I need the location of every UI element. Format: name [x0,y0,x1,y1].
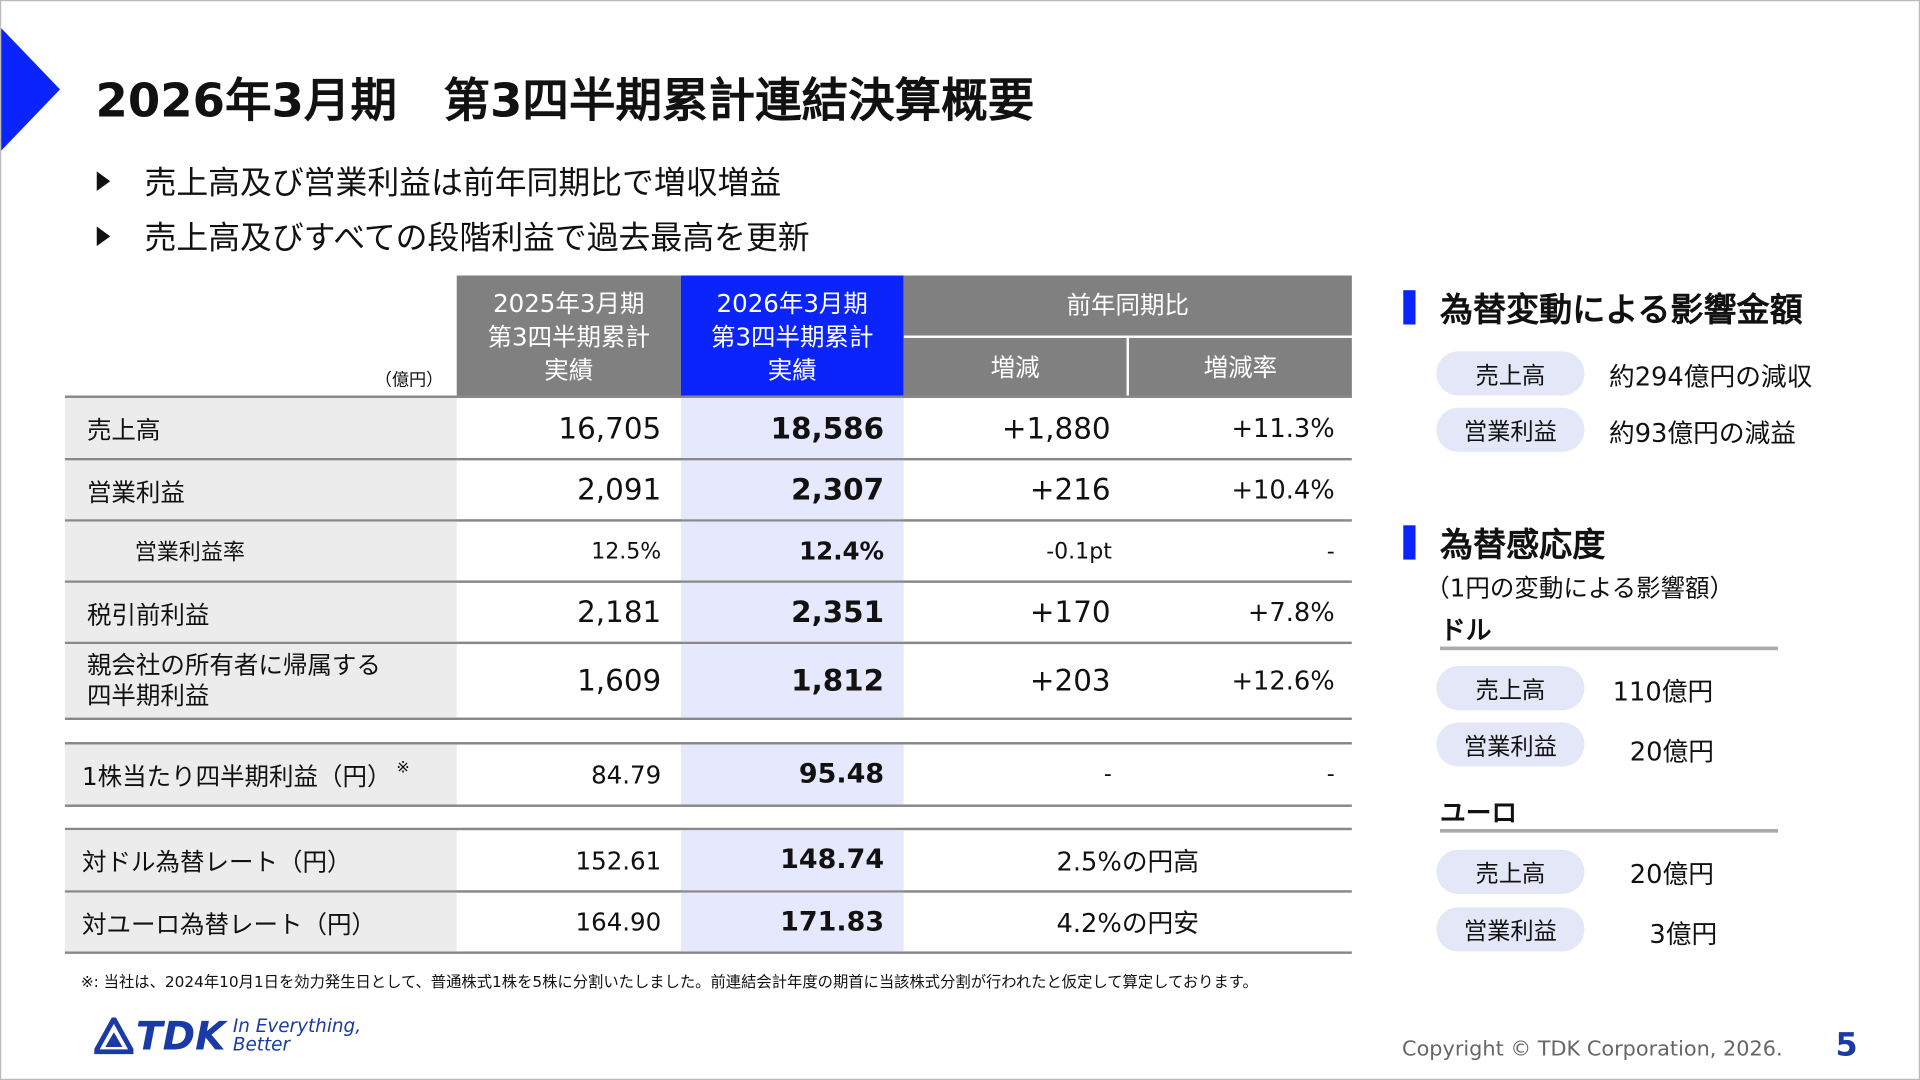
table-row: 営業利益 2,091 2,307 +216 +10.4% [64,460,1352,522]
rate-value: +11.3% [1231,413,1335,443]
prev-value: 16,705 [558,410,662,446]
table-row: 1株当たり四半期利益（円） ※ 84.79 95.48 - - [64,744,1352,807]
rate-value: +12.6% [1231,666,1335,696]
title-arrow-icon [1,28,61,151]
prev-value: 1,609 [577,663,662,698]
row-divider [64,827,1352,831]
header-change: 増減 [903,337,1127,398]
prev-value: 2,181 [577,595,662,630]
curr-value: 2,351 [680,582,904,642]
eur-label: ユーロ [1440,798,1518,828]
bullet-2: 売上高及びすべての段階利益で過去最高を更新 [96,213,810,258]
table-row: 対ユーロ為替レート（円） 164.90 171.83 4.2%の円安 [64,892,1352,954]
rate-value: - [1326,538,1335,564]
pill-label: 営業利益 [1436,722,1585,767]
bullet-arrow-icon [96,225,111,246]
footnote: ※: 当社は、2024年10月1日を効力発生日として、普通株式1株を5株に分割い… [80,972,1258,991]
table-row: 親会社の所有者に帰属する 四半期利益 1,609 1,812 +203 +12.… [64,644,1352,721]
header-prev: 2025年3月期 第3四半期累計 実績 [456,275,681,398]
prev-value: 84.79 [591,759,662,790]
pill-label: 営業利益 [1436,407,1585,452]
pill-value: 3億円 [1649,919,1718,949]
pill-label: 売上高 [1436,351,1585,396]
curr-value: 12.4% [680,521,904,581]
row-label: 営業利益 [64,460,457,520]
curr-value: 148.74 [680,830,904,891]
fx-impact-heading: 為替変動による影響金額 [1403,283,1803,331]
table-row: 税引前利益 2,181 2,351 +170 +7.8% [64,582,1352,645]
curr-value: 171.83 [680,892,904,952]
pill-value: 20億円 [1629,737,1714,767]
table-row: 売上高 16,705 18,586 +1,880 +11.3% [64,397,1352,461]
logo-tagline: In Everything, Better [232,1015,362,1056]
table-row: 対ドル為替レート（円） 152.61 148.74 2.5%の円高 [64,830,1352,893]
curr-value: 95.48 [680,744,904,805]
row-divider [64,742,1352,745]
row-label: 対ドル為替レート（円） [64,830,457,891]
row-label-text: 1株当たり四半期利益（円） [82,761,392,792]
heading-bar [1403,289,1416,324]
header-divider [64,395,1352,398]
tdk-logo-icon [94,1017,134,1055]
change-value: -0.1pt [1046,538,1112,564]
usd-label: ドル [1440,615,1492,646]
rate-value: +10.4% [1231,475,1335,505]
heading-bar [1403,524,1416,559]
usd-rule [1440,646,1778,651]
rate-value: +7.8% [1247,597,1335,627]
unit-label: （億円） [374,371,444,391]
rate-value: - [1326,761,1335,788]
pill-label: 売上高 [1436,849,1585,894]
bullet-arrow-icon [96,170,111,191]
comparison-value: 2.5%の円高 [1056,846,1199,877]
prev-value: 2,091 [577,472,662,507]
table-row: 営業利益率 12.5% 12.4% -0.1pt - [64,521,1352,583]
row-label: 営業利益率 [64,521,457,581]
footnote-mark: ※ [396,759,410,778]
pill-value: 20億円 [1629,859,1714,889]
row-label: 親会社の所有者に帰属する 四半期利益 [64,644,457,718]
pill-value: 110億円 [1612,677,1714,707]
change-value: - [1103,761,1112,788]
change-value: +203 [1029,663,1111,698]
prev-value: 12.5% [591,538,662,564]
tdk-logo: TDK In Everything, Better [94,1012,392,1060]
page-number: 5 [1835,1027,1858,1065]
sensitivity-subheading: （1円の変動による影響額） [1425,573,1735,603]
row-label: 売上高 [64,397,457,458]
prev-value: 164.90 [575,907,662,937]
change-value: +170 [1029,595,1111,630]
pill-label: 営業利益 [1436,907,1585,952]
curr-value: 2,307 [680,460,904,520]
curr-value: 18,586 [680,397,904,458]
pill-value: 約294億円の減収 [1608,362,1813,392]
heading-text: 為替感応度 [1440,526,1606,565]
bullet-text: 売上高及びすべての段階利益で過去最高を更新 [144,220,810,258]
prev-value: 152.61 [575,845,662,875]
pill-label: 売上高 [1436,666,1585,711]
change-value: +1,880 [1001,410,1111,446]
change-value: +216 [1029,472,1111,507]
header-rate: 増減率 [1128,337,1352,398]
header-curr: 2026年3月期 第3四半期累計 実績 [680,275,904,398]
row-label: 1株当たり四半期利益（円） ※ [64,744,457,805]
header-yoy: 前年同期比 [903,275,1352,336]
bullet-text: 売上高及び営業利益は前年同期比で増収増益 [144,165,782,203]
fx-sensitivity-heading: 為替感応度 [1403,518,1605,566]
eur-rule [1440,828,1778,833]
pill-value: 約93億円の減益 [1608,418,1797,449]
heading-text: 為替変動による影響金額 [1440,291,1803,330]
curr-value: 1,812 [680,644,904,718]
slide-title: 2026年3月期 第3四半期累計連結決算概要 [95,73,1035,128]
bullet-1: 売上高及び営業利益は前年同期比で増収増益 [96,158,782,203]
copyright: Copyright © TDK Corporation, 2026. [1402,1037,1783,1062]
row-label: 対ユーロ為替レート（円） [64,892,457,952]
row-label: 税引前利益 [64,582,457,642]
comparison-value: 4.2%の円安 [1056,908,1199,938]
logo-brand: TDK [135,1012,226,1060]
